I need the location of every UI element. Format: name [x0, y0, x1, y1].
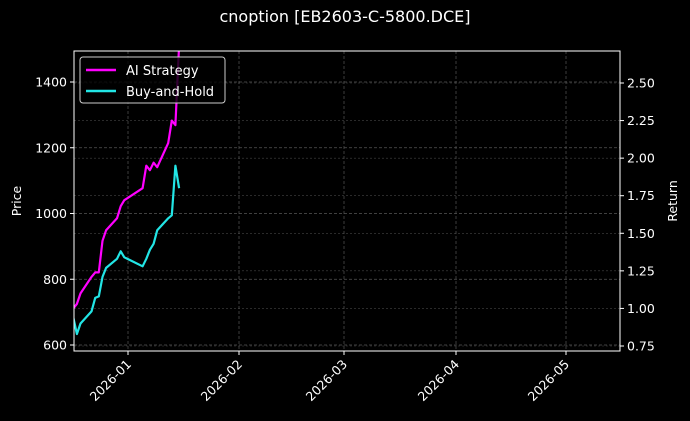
x-tick-label: 2026-03 — [303, 357, 351, 405]
right-tick-label: 0.75 — [627, 339, 655, 354]
x-tick-label: 2026-01 — [87, 357, 135, 405]
legend-label-buy-and-hold: Buy-and-Hold — [126, 85, 214, 100]
right-tick-label: 2.50 — [627, 76, 655, 91]
left-tick-label: 800 — [43, 272, 67, 287]
plot-frame — [73, 50, 621, 352]
right-tick-label: 2.00 — [627, 151, 655, 166]
right-tick-label: 2.25 — [627, 113, 655, 128]
legend-label-ai-strategy: AI Strategy — [126, 64, 199, 79]
left-tick-label: 1200 — [35, 140, 67, 155]
right-y-axis: 0.75 1.00 1.25 1.50 1.75 2.00 2.25 2.50 — [620, 76, 655, 354]
right-axis-label: Return — [665, 180, 680, 221]
grid-lines — [74, 51, 620, 351]
right-tick-label: 1.50 — [627, 226, 655, 241]
left-tick-label: 600 — [43, 338, 67, 353]
right-tick-label: 1.00 — [627, 301, 655, 316]
left-tick-label: 1400 — [35, 75, 67, 90]
left-axis-label: Price — [9, 185, 24, 216]
x-tick-label: 2026-02 — [198, 357, 246, 405]
legend: AI Strategy Buy-and-Hold — [79, 56, 226, 104]
x-axis: 2026-01 2026-02 2026-03 2026-04 2026-05 — [87, 351, 573, 405]
x-tick-label: 2026-04 — [415, 356, 463, 404]
left-tick-label: 1000 — [35, 206, 67, 221]
data-series — [74, 51, 181, 336]
left-y-axis: 600 800 1000 1200 1400 — [35, 75, 74, 353]
legend-box — [79, 56, 226, 104]
right-tick-label: 1.25 — [627, 263, 655, 278]
series-buy-and-hold — [74, 164, 181, 336]
x-tick-label: 2026-05 — [525, 357, 573, 405]
series-ai-strategy — [74, 51, 180, 310]
chart-title: cnoption [EB2603-C-5800.DCE] — [219, 7, 471, 26]
right-tick-label: 1.75 — [627, 188, 655, 203]
